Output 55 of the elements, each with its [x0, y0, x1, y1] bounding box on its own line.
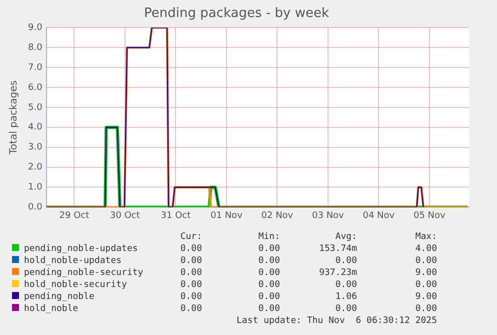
- legend-label: pending_noble: [24, 292, 94, 302]
- text: 0.00: [180, 268, 202, 278]
- y-tick-label: 1.0: [28, 182, 43, 193]
- text: Avg:: [334, 232, 357, 242]
- text: 0.00: [414, 256, 437, 266]
- text: 0.00: [179, 304, 202, 314]
- text: Min:: [257, 232, 280, 242]
- y-tick-label: 0.0: [28, 202, 43, 213]
- text: 0.00: [179, 280, 202, 290]
- text: 9.00: [414, 292, 437, 302]
- y-tick-label: 6.0: [28, 82, 43, 93]
- legend-label: hold_noble: [24, 304, 78, 314]
- text: 0.00: [257, 280, 280, 290]
- text: Cur:: [179, 232, 202, 242]
- y-axis-title: Total packages: [8, 80, 20, 156]
- text: Last update: Thu Nov 6 06:30:12 2025: [236, 316, 437, 326]
- text: 937.23m: [318, 268, 357, 278]
- text: 0.00: [179, 256, 202, 266]
- y-tick-label: 4.0: [28, 122, 43, 133]
- y-tick-label: 9.0: [28, 22, 43, 33]
- text: 4.00: [414, 244, 437, 254]
- legend-label: hold_noble-security: [24, 280, 127, 290]
- x-tick-label: 05 Nov: [413, 210, 446, 221]
- x-tick-label: 04 Nov: [362, 210, 396, 221]
- y-tick-label: 7.0: [28, 62, 43, 73]
- text: 153.74m: [318, 244, 357, 254]
- legend-label: pending_noble-security: [24, 268, 144, 278]
- y-tick-label: 5.0: [28, 102, 43, 113]
- chart-title: Pending packages - by week: [144, 6, 330, 22]
- x-tick-label: 30 Oct: [110, 210, 140, 221]
- text: 0.00: [257, 256, 280, 266]
- text: 0.00: [257, 304, 280, 314]
- text: 0.00: [334, 304, 357, 314]
- text: 0.00: [414, 304, 437, 314]
- x-tick-label: 31 Oct: [160, 210, 192, 221]
- text: 1.06: [334, 292, 357, 302]
- x-tick-label: 01 Nov: [210, 210, 244, 221]
- x-tick-label: 03 Nov: [312, 210, 345, 221]
- legend-label: hold_noble-updates: [24, 256, 122, 266]
- text: 9.00: [414, 268, 437, 278]
- text: 0.00: [257, 292, 280, 302]
- text: Max:: [414, 232, 437, 242]
- y-tick-label: 8.0: [28, 42, 43, 53]
- text: 0.00: [180, 244, 202, 254]
- text: 0.00: [257, 268, 280, 278]
- text: 0.00: [257, 244, 280, 254]
- y-tick-label: 2.0: [28, 162, 43, 173]
- text: 0.00: [179, 292, 202, 302]
- x-tick-label: 02 Nov: [261, 210, 294, 221]
- y-tick-label: 3.0: [28, 142, 43, 153]
- x-tick-label: 29 Oct: [59, 210, 90, 221]
- text: 0.00: [414, 280, 437, 290]
- text: 0.00: [334, 256, 357, 266]
- text: 0.00: [334, 280, 357, 290]
- legend-label: pending_noble-updates: [24, 244, 138, 254]
